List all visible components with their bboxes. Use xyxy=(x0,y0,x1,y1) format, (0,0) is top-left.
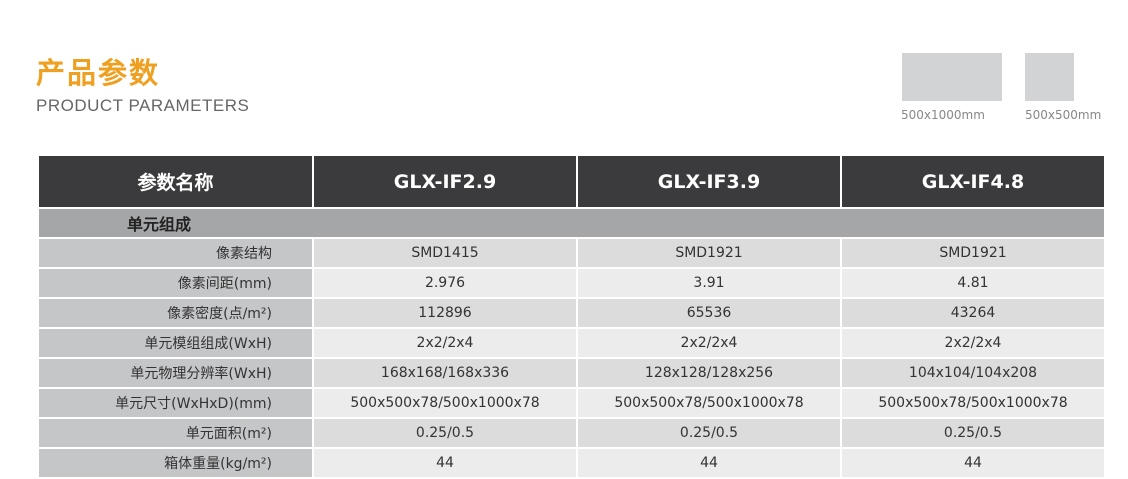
row-label: 单元物理分辨率(WxH) xyxy=(37,357,314,389)
cell-value: SMD1921 xyxy=(840,237,1106,269)
row-label: 单元面积(m²) xyxy=(37,417,314,449)
column-header: 参数名称 xyxy=(37,154,314,209)
cell-value: 500x500x78/500x1000x78 xyxy=(312,387,578,419)
table-row: 像素间距(mm) 2.976 3.91 4.81 xyxy=(37,267,1106,299)
section-row: 单元组成 xyxy=(37,207,1106,239)
cell-value: SMD1921 xyxy=(576,237,842,269)
cell-value: 44 xyxy=(576,447,842,479)
cell-value: 500x500x78/500x1000x78 xyxy=(840,387,1106,419)
cell-value: 500x500x78/500x1000x78 xyxy=(576,387,842,419)
row-label: 单元模组组成(WxH) xyxy=(37,327,314,359)
page-title: 产品参数 xyxy=(36,56,161,90)
cell-value: 3.91 xyxy=(576,267,842,299)
column-header: GLX-IF4.8 xyxy=(840,154,1106,209)
cell-value: 128x128/128x256 xyxy=(576,357,842,389)
row-label: 箱体重量(kg/m²) xyxy=(37,447,314,479)
table-row: 单元模组组成(WxH) 2x2/2x4 2x2/2x4 2x2/2x4 xyxy=(37,327,1106,359)
cell-value: 0.25/0.5 xyxy=(576,417,842,449)
cell-value: 112896 xyxy=(312,297,578,329)
swatch-500x500 xyxy=(1025,53,1074,101)
cell-value: 0.25/0.5 xyxy=(840,417,1106,449)
swatch-label-500x500: 500x500mm xyxy=(1025,108,1102,122)
table-row: 单元面积(m²) 0.25/0.5 0.25/0.5 0.25/0.5 xyxy=(37,417,1106,449)
row-label: 像素结构 xyxy=(37,237,314,269)
table-header-row: 参数名称 GLX-IF2.9 GLX-IF3.9 GLX-IF4.8 xyxy=(37,154,1106,209)
table-row: 箱体重量(kg/m²) 44 44 44 xyxy=(37,447,1106,479)
column-header: GLX-IF3.9 xyxy=(576,154,842,209)
cell-value: 4.81 xyxy=(840,267,1106,299)
cell-value: 44 xyxy=(840,447,1106,479)
row-label: 像素间距(mm) xyxy=(37,267,314,299)
parameters-table: 参数名称 GLX-IF2.9 GLX-IF3.9 GLX-IF4.8 单元组成 … xyxy=(37,154,1106,479)
cell-value: 2.976 xyxy=(312,267,578,299)
page-subtitle: PRODUCT PARAMETERS xyxy=(36,96,250,115)
cell-value: 2x2/2x4 xyxy=(840,327,1106,359)
table-row: 单元尺寸(WxHxD)(mm) 500x500x78/500x1000x78 500… xyxy=(37,387,1106,419)
cell-value: SMD1415 xyxy=(312,237,578,269)
column-header: GLX-IF2.9 xyxy=(312,154,578,209)
cell-value: 65536 xyxy=(576,297,842,329)
cell-value: 2x2/2x4 xyxy=(576,327,842,359)
cell-value: 104x104/104x208 xyxy=(840,357,1106,389)
row-label: 单元尺寸(WxHxD)(mm) xyxy=(37,387,314,419)
cell-value: 0.25/0.5 xyxy=(312,417,578,449)
table-row: 像素密度(点/m²) 112896 65536 43264 xyxy=(37,297,1106,329)
cell-value: 2x2/2x4 xyxy=(312,327,578,359)
table-row: 单元物理分辨率(WxH) 168x168/168x336 128x128/128x2… xyxy=(37,357,1106,389)
cell-value: 44 xyxy=(312,447,578,479)
section-label: 单元组成 xyxy=(37,207,1106,239)
swatch-label-500x1000: 500x1000mm xyxy=(901,108,985,122)
row-label: 像素密度(点/m²) xyxy=(37,297,314,329)
swatch-500x1000 xyxy=(902,53,1002,101)
cell-value: 168x168/168x336 xyxy=(312,357,578,389)
table-row: 像素结构 SMD1415 SMD1921 SMD1921 xyxy=(37,237,1106,269)
cell-value: 43264 xyxy=(840,297,1106,329)
